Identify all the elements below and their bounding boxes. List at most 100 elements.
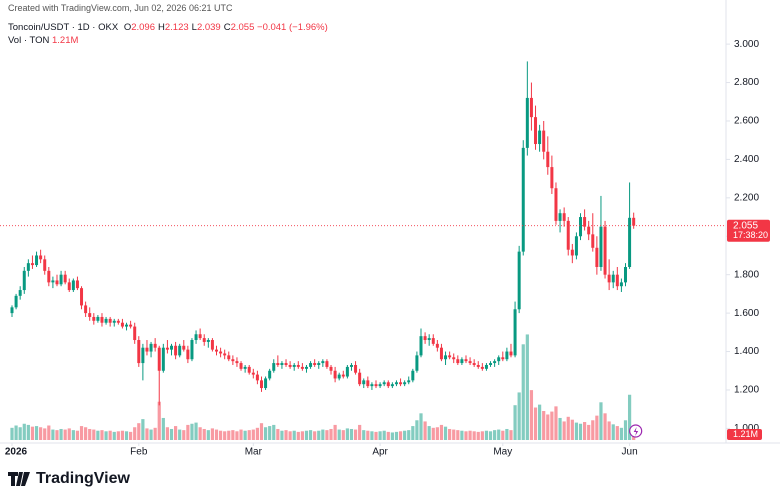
candle-body bbox=[231, 359, 235, 362]
candle-body bbox=[321, 361, 325, 364]
candle-body bbox=[407, 380, 411, 383]
y-tick-label: 2.200 bbox=[734, 192, 759, 203]
candle-body bbox=[296, 364, 300, 367]
y-tick-label: 2.400 bbox=[734, 154, 759, 165]
candle-body bbox=[595, 247, 599, 268]
candle-body bbox=[566, 220, 570, 250]
candle-body bbox=[386, 382, 390, 387]
volume-bar bbox=[615, 426, 619, 440]
volume-bar bbox=[587, 424, 591, 440]
volume-bar bbox=[513, 405, 517, 440]
candle-body bbox=[255, 374, 259, 381]
candle-body bbox=[489, 363, 493, 365]
volume-bar bbox=[349, 428, 354, 440]
volume-bar bbox=[607, 421, 611, 440]
candle-body bbox=[542, 130, 546, 152]
x-tick-label: Feb bbox=[130, 447, 148, 458]
candle-body bbox=[190, 340, 194, 360]
candle-body bbox=[505, 351, 509, 360]
volume-bar bbox=[595, 415, 599, 440]
y-tick-label: 1.000 bbox=[734, 423, 759, 434]
volume-bar bbox=[525, 334, 529, 440]
volume-bar bbox=[300, 431, 304, 440]
candle-body bbox=[47, 270, 51, 283]
candle-body bbox=[394, 382, 398, 385]
volume-bar bbox=[337, 429, 341, 440]
volume-bar bbox=[517, 392, 521, 440]
candle-body bbox=[10, 307, 14, 314]
candle-body bbox=[239, 363, 243, 369]
candle-body bbox=[14, 295, 18, 308]
candle-body bbox=[88, 313, 92, 317]
volume-bar bbox=[157, 401, 161, 440]
volume-bar bbox=[276, 428, 280, 440]
volume-bar bbox=[358, 424, 362, 440]
candle-body bbox=[329, 366, 333, 371]
volume-tag bbox=[727, 428, 762, 440]
candle-body bbox=[341, 374, 345, 377]
volume-bar bbox=[329, 428, 333, 440]
volume-pane bbox=[10, 334, 636, 440]
legend-key: H bbox=[157, 22, 165, 33]
volume-bar bbox=[79, 426, 84, 440]
volume-bar bbox=[403, 430, 407, 440]
x-tick-label: Mar bbox=[245, 447, 263, 458]
candle-body bbox=[513, 309, 517, 356]
volume-bar bbox=[247, 430, 251, 440]
x-tick-label: Jun bbox=[622, 447, 638, 458]
candle-body bbox=[174, 345, 178, 356]
candle-body bbox=[18, 290, 22, 296]
candle-body bbox=[104, 318, 108, 323]
volume-bar bbox=[153, 427, 157, 440]
volume-bar bbox=[333, 424, 337, 440]
candle-body bbox=[26, 263, 30, 271]
volume-bar bbox=[202, 428, 206, 440]
volume-value: 1.21M bbox=[52, 35, 79, 46]
candle-body bbox=[264, 378, 268, 389]
candle-body bbox=[100, 316, 104, 323]
candle-body bbox=[157, 347, 161, 371]
candle-body bbox=[259, 380, 263, 389]
volume-bar bbox=[627, 394, 632, 440]
volume-bar bbox=[51, 429, 55, 440]
candle-body bbox=[202, 338, 206, 342]
volume-bar bbox=[476, 431, 480, 440]
volume-bar bbox=[382, 430, 386, 440]
volume-bar bbox=[218, 430, 223, 440]
candle-body bbox=[399, 382, 403, 385]
candle-body bbox=[268, 370, 272, 379]
candle-body bbox=[579, 217, 583, 237]
volume-bar bbox=[362, 430, 366, 440]
candle-body bbox=[615, 274, 619, 287]
volume-bar bbox=[223, 431, 227, 440]
candle-body bbox=[390, 384, 394, 387]
volume-bar bbox=[141, 419, 145, 440]
candle-body bbox=[419, 336, 423, 356]
legend-value: 2.039 bbox=[196, 22, 221, 33]
volume-bar bbox=[509, 430, 513, 440]
candle-body bbox=[149, 343, 153, 352]
candle-body bbox=[562, 213, 566, 221]
legend-key: O bbox=[123, 22, 132, 33]
candle-body bbox=[362, 380, 366, 385]
y-tick-label: 2.600 bbox=[734, 116, 759, 127]
volume-bar bbox=[169, 428, 174, 440]
volume-legend: Vol · TON 1.21M bbox=[8, 35, 78, 46]
candle-body bbox=[133, 326, 137, 341]
volume-bar bbox=[538, 404, 542, 440]
volume-bar bbox=[235, 431, 239, 440]
volume-bar bbox=[423, 421, 427, 440]
volume-bar bbox=[149, 429, 153, 440]
volume-bar bbox=[304, 430, 309, 440]
candle-body bbox=[292, 364, 296, 367]
candle-body bbox=[304, 366, 308, 369]
candle-body bbox=[411, 370, 415, 381]
volume-bar bbox=[546, 414, 550, 440]
volume-bar bbox=[182, 430, 186, 440]
volume-bar bbox=[14, 425, 18, 440]
candle-body bbox=[84, 305, 88, 314]
volume-bar bbox=[194, 422, 198, 440]
volume-bar bbox=[439, 424, 444, 440]
volume-bar bbox=[129, 431, 133, 440]
